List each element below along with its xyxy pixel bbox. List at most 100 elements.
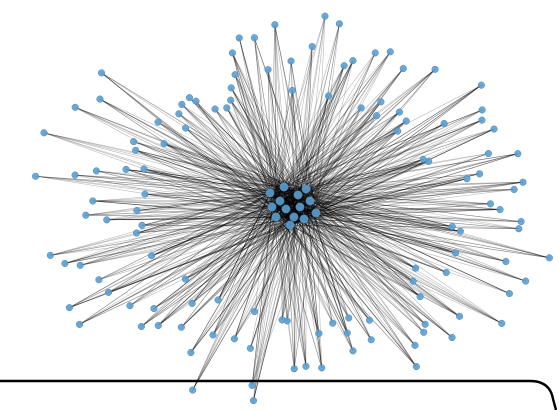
- graph-edge: [269, 65, 345, 194]
- graph-edge: [293, 216, 323, 368]
- graph-edge: [283, 186, 519, 230]
- graph-edge: [303, 128, 495, 220]
- graph-edge: [275, 216, 333, 324]
- graph-edge: [309, 101, 382, 202]
- graph-edge: [285, 153, 518, 210]
- graph-edge: [80, 200, 281, 266]
- graph-edge: [297, 194, 372, 340]
- graph-edge: [275, 61, 292, 218]
- graph-edge: [315, 212, 421, 297]
- graph-edge: [185, 218, 305, 280]
- graph-edge: [309, 23, 340, 202]
- graph-node: [440, 119, 448, 128]
- graph-edge: [75, 174, 271, 194]
- graph-edge: [303, 52, 376, 220]
- graph-edge: [251, 206, 273, 386]
- graph-edge: [279, 69, 436, 202]
- graph-edge: [299, 123, 445, 208]
- graph-edge: [299, 206, 307, 367]
- graph-edge: [299, 206, 348, 334]
- graph-edge: [163, 143, 317, 214]
- graph-edge: [238, 37, 281, 202]
- graph-edge: [158, 208, 287, 326]
- graph-edge: [303, 218, 453, 227]
- graph-node: [141, 190, 149, 198]
- graph-edge: [226, 107, 281, 202]
- graph-edge: [144, 188, 307, 195]
- graph-edge: [232, 52, 281, 202]
- graph-edge: [75, 107, 285, 188]
- graph-edge: [185, 216, 295, 280]
- graph-edge: [303, 52, 376, 220]
- graph-edge: [191, 224, 291, 304]
- graph-node: [178, 100, 186, 109]
- graph-edge: [267, 69, 271, 194]
- graph-edge: [230, 100, 281, 202]
- graph-edge: [292, 90, 317, 214]
- graph-node: [71, 103, 79, 111]
- graph-node: [154, 118, 162, 126]
- graph-edge: [217, 192, 271, 301]
- graph-edge: [290, 61, 311, 202]
- graph-edge: [271, 111, 400, 208]
- graph-node: [126, 302, 134, 310]
- graph-edge: [92, 186, 285, 202]
- graph-edge: [275, 216, 323, 368]
- graph-nodes: [32, 12, 553, 405]
- graph-edge: [305, 181, 523, 190]
- graph-edge: [285, 208, 320, 334]
- graph-edge: [299, 206, 307, 367]
- graph-edge: [232, 52, 317, 214]
- graph-node: [75, 320, 84, 328]
- graph-node: [519, 178, 527, 186]
- graph-edge: [297, 194, 506, 262]
- graph-node: [477, 81, 485, 89]
- graph-edge: [290, 61, 317, 214]
- graph-edge: [254, 37, 271, 194]
- graph-node: [138, 221, 146, 229]
- graph-edge: [297, 194, 372, 340]
- graph-node: [177, 323, 185, 331]
- graph-edge: [309, 200, 510, 294]
- graph-edge: [315, 212, 372, 340]
- graph-edge: [269, 90, 293, 194]
- graph-edge: [189, 97, 295, 218]
- graph-edge: [293, 216, 417, 367]
- graph-edge: [274, 24, 311, 202]
- graph-edge: [271, 69, 436, 208]
- graph-edge: [238, 37, 277, 218]
- graph-edge: [214, 108, 299, 196]
- graph-edge: [299, 46, 313, 208]
- graph-edge: [158, 192, 271, 326]
- graph-edge: [269, 51, 391, 194]
- graph-edge: [293, 46, 313, 218]
- graph-edge: [293, 216, 506, 262]
- graph-edge: [230, 87, 311, 202]
- graph-hub-node: [293, 190, 303, 200]
- graph-edge: [181, 224, 291, 328]
- graph-edge: [75, 107, 299, 196]
- graph-edge: [289, 119, 483, 226]
- graph-edge: [189, 97, 285, 188]
- graph-edge: [269, 101, 382, 194]
- graph-edge: [50, 194, 299, 256]
- graph-edge: [135, 150, 295, 218]
- graph-edge: [285, 208, 519, 230]
- graph-edge: [299, 206, 348, 334]
- graph-edge: [85, 214, 305, 220]
- graph-edge: [126, 169, 285, 188]
- graph-hub-node: [295, 202, 305, 212]
- graph-edge: [250, 224, 291, 349]
- graph-edge: [297, 109, 483, 196]
- graph-edge: [297, 194, 550, 259]
- graph-node: [278, 316, 286, 324]
- graph-edge: [315, 212, 417, 367]
- graph-edge: [271, 206, 416, 346]
- graph-edge: [275, 216, 295, 369]
- graph-edge: [212, 216, 277, 336]
- graph-edge: [108, 224, 291, 293]
- graph-edge: [299, 206, 414, 282]
- graph-edge: [285, 208, 501, 210]
- graph-edge: [75, 174, 277, 218]
